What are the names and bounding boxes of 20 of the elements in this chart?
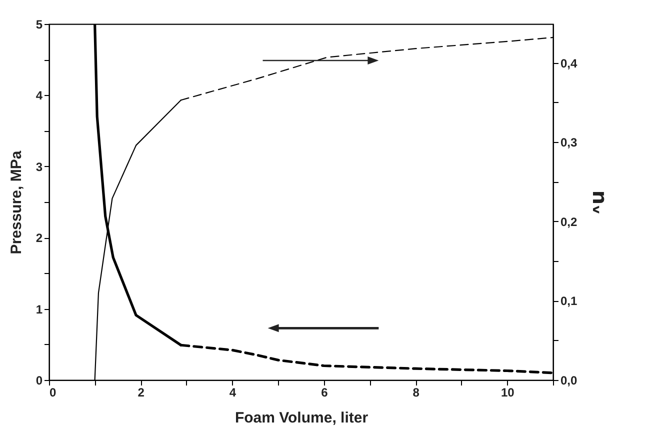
x-tick-label: 10	[501, 386, 515, 400]
x-tick-label: 6	[321, 386, 328, 400]
y-tick-label: 5	[36, 18, 43, 32]
y2-tick-label: 0,3	[560, 136, 578, 150]
y-tick-label: 3	[36, 160, 43, 174]
x-tick-label: 8	[412, 386, 420, 400]
y2-tick-label: 0,4	[560, 56, 578, 70]
y-tick-label: 1	[36, 302, 43, 316]
y2-tick-label: 0,2	[560, 214, 578, 229]
y2-axis-title: nᵥ	[588, 190, 612, 215]
y-tick-label: 2	[36, 231, 43, 246]
y-tick-label: 4	[36, 88, 43, 103]
x-tick-label: 2	[138, 386, 145, 400]
y2-tick-label: 0,0	[560, 374, 578, 388]
y-tick-label: 0	[36, 374, 43, 388]
y-axis-title: Pressure, MPa	[8, 150, 25, 254]
x-tick-label: 0	[50, 386, 56, 400]
x-tick-label: 4	[229, 386, 236, 400]
x-axis-title: Foam Volume, liter	[234, 410, 368, 426]
y2-tick-label: 0,1	[560, 294, 578, 308]
